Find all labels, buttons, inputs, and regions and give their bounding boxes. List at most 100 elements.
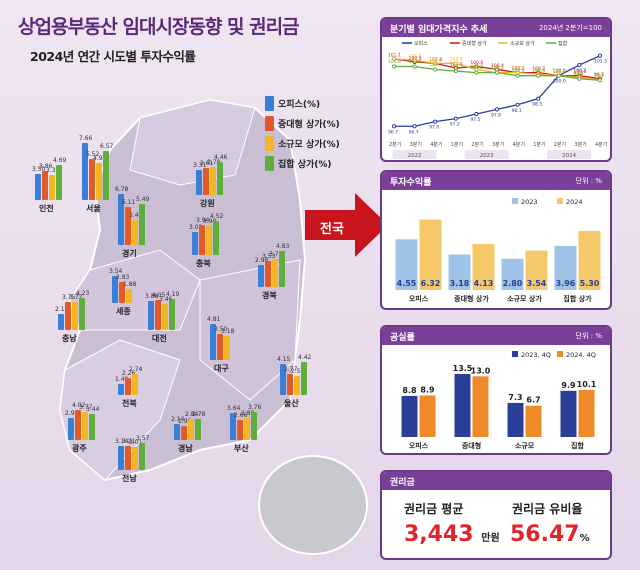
line-value-label: 96.7 [388,129,398,135]
region-bar-value: 4.23 [76,290,90,298]
legend-swatch [512,198,518,204]
bar-value: 10.1 [577,380,597,389]
bar-value: 7.3 [508,393,522,402]
region-bar [230,412,236,440]
line-point [412,58,417,63]
bar [395,239,418,290]
region-bar-value: 2.91 [65,410,79,418]
region-label: 서울 [86,204,101,213]
panel-title: 분기별 임대가격지수 추세 [390,24,488,35]
region-bar [103,150,109,200]
premium-ratio-value: 56.47% [510,522,590,547]
vacancy-chart: 2023. 4Q 2024. 4Q 8.8 8.9 오피스 13.513.0 중대형 7.3 6… [401,351,597,450]
region-bar-value: 3.61 [200,159,214,167]
line-value-label: 99.9 [573,70,583,76]
region-label: 세종 [116,307,131,316]
region-bar-value: 5.49 [136,195,150,203]
bar-value: 4.13 [474,279,494,288]
line-value-label: 101.0 [409,53,422,59]
region-bar [89,158,95,200]
region-bar [119,281,125,303]
line-x-tick: 3분기 [574,141,586,148]
region-bar-value: 4.81 [207,315,221,323]
arrow-label: 전국 [320,222,344,237]
region-bar [210,166,216,195]
region-bar [118,383,124,395]
region-bar-value: 1.49 [115,375,129,383]
legend-label: 2024 [566,198,583,206]
line-value-label: 101.3 [594,59,607,65]
bar [554,245,577,290]
line-value-label: 100.2 [512,66,525,72]
legend-item: 집합 상가(%) [265,153,340,173]
region-bar [217,161,223,195]
region-bar-value: 3.18 [221,328,235,336]
region-bar-value: 4.19 [166,290,180,298]
line-point [453,68,458,74]
page-subtitle: 2024년 연간 시도별 투자수익률 [30,49,196,64]
region-bar-value: 3.02 [189,224,203,232]
premium-avg-label: 권리금 평균 [404,502,464,516]
line-value-label: 100.8 [429,57,442,63]
bar [419,395,436,437]
bar-value: 13.0 [471,366,491,375]
region-bar [206,225,212,255]
region-bar-value: 3.86 [39,163,53,171]
region-bar [174,423,180,440]
region-bar [125,445,131,470]
region-bar [272,258,278,287]
line-value-label: 101.1 [388,52,401,58]
bar-value: 8.9 [420,385,435,394]
line-x-tick: 4분기 [430,141,442,148]
region-label: 인천 [39,204,54,213]
panel-unit: 단위 : % [575,332,602,340]
line-point [453,61,458,66]
region-bar-value: 3.46 [159,296,173,304]
region-bar-value: 4.05 [152,291,166,299]
line-point [433,67,438,72]
region-label: 강원 [200,199,215,208]
line-value-label: 100.4 [491,63,504,69]
line-x-tick: 3분기 [492,141,504,148]
line-value-label: 100.3 [450,64,463,70]
region-bar [125,378,131,395]
premium-ratio-label: 권리금 유비율 [512,502,583,516]
region-bar [58,313,64,330]
line-value-label: 100.0 [553,68,566,74]
bar-category-label: 집합 상가 [563,294,592,303]
region-bar [188,418,194,440]
line-value-label: 100.0 [512,68,525,74]
region-bar-value: 4.69 [53,156,67,164]
panel-note: 2024년 2분기=100 [538,24,602,32]
region-bar-value: 3.78 [269,250,283,258]
region-bar-value: 6.57 [100,142,114,150]
line-value-label: 100.0 [553,69,566,75]
line-chart: 오피스 중대형 상가 소규모 상가 집합 96.7 96.7 97.0 97.2 97.5 97.… [388,40,607,159]
bar-value: 6.32 [421,279,441,288]
bar [501,258,524,290]
region-bar [125,206,131,245]
panel-header: 권리금 [382,472,610,490]
line-value-label: 101.1 [388,52,401,58]
region-bar [68,418,74,440]
jeju-inset [258,455,368,555]
line-value-label: 100.8 [429,56,442,62]
bar-value: 6.7 [526,396,540,405]
bar-value: 8.8 [402,386,417,395]
bar-category-label: 오피스 [409,441,429,450]
line-x-tick: 1분기 [533,141,545,148]
year-band [547,150,592,159]
bar-value: 3.96 [556,279,576,288]
region-bar-value: 2.77 [284,366,298,374]
year-band [392,150,437,159]
year-label: 2024 [562,153,576,159]
line-legend-label: 집합 [558,40,568,47]
line-value-label: 100.6 [409,59,422,65]
region-bar-value: 4.42 [298,353,312,361]
legend-label: 오피스(%) [278,99,321,110]
region-bar-value: 3.77 [79,403,93,411]
bar [525,250,548,290]
region-label: 전북 [122,399,137,408]
line-point [453,116,458,121]
line-value-label: 100.2 [532,66,545,72]
